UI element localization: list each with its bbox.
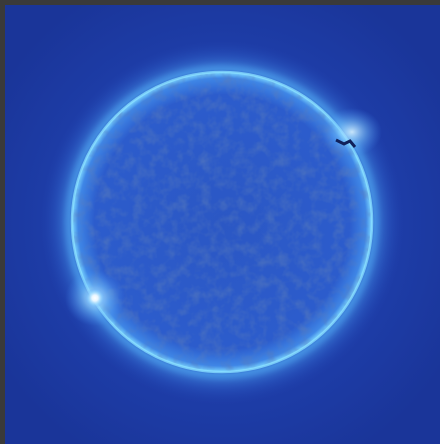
- limb-glow: [65, 65, 379, 379]
- bright-point: [85, 288, 105, 308]
- limb: [70, 70, 374, 374]
- active-region-flare: [322, 108, 382, 156]
- surface-texture: [72, 72, 372, 372]
- dark-filament: [335, 138, 357, 148]
